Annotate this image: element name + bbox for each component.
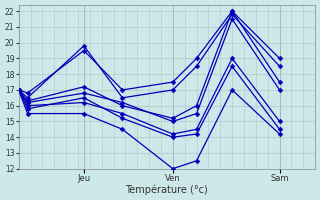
X-axis label: Température (°c): Température (°c) bbox=[125, 185, 208, 195]
